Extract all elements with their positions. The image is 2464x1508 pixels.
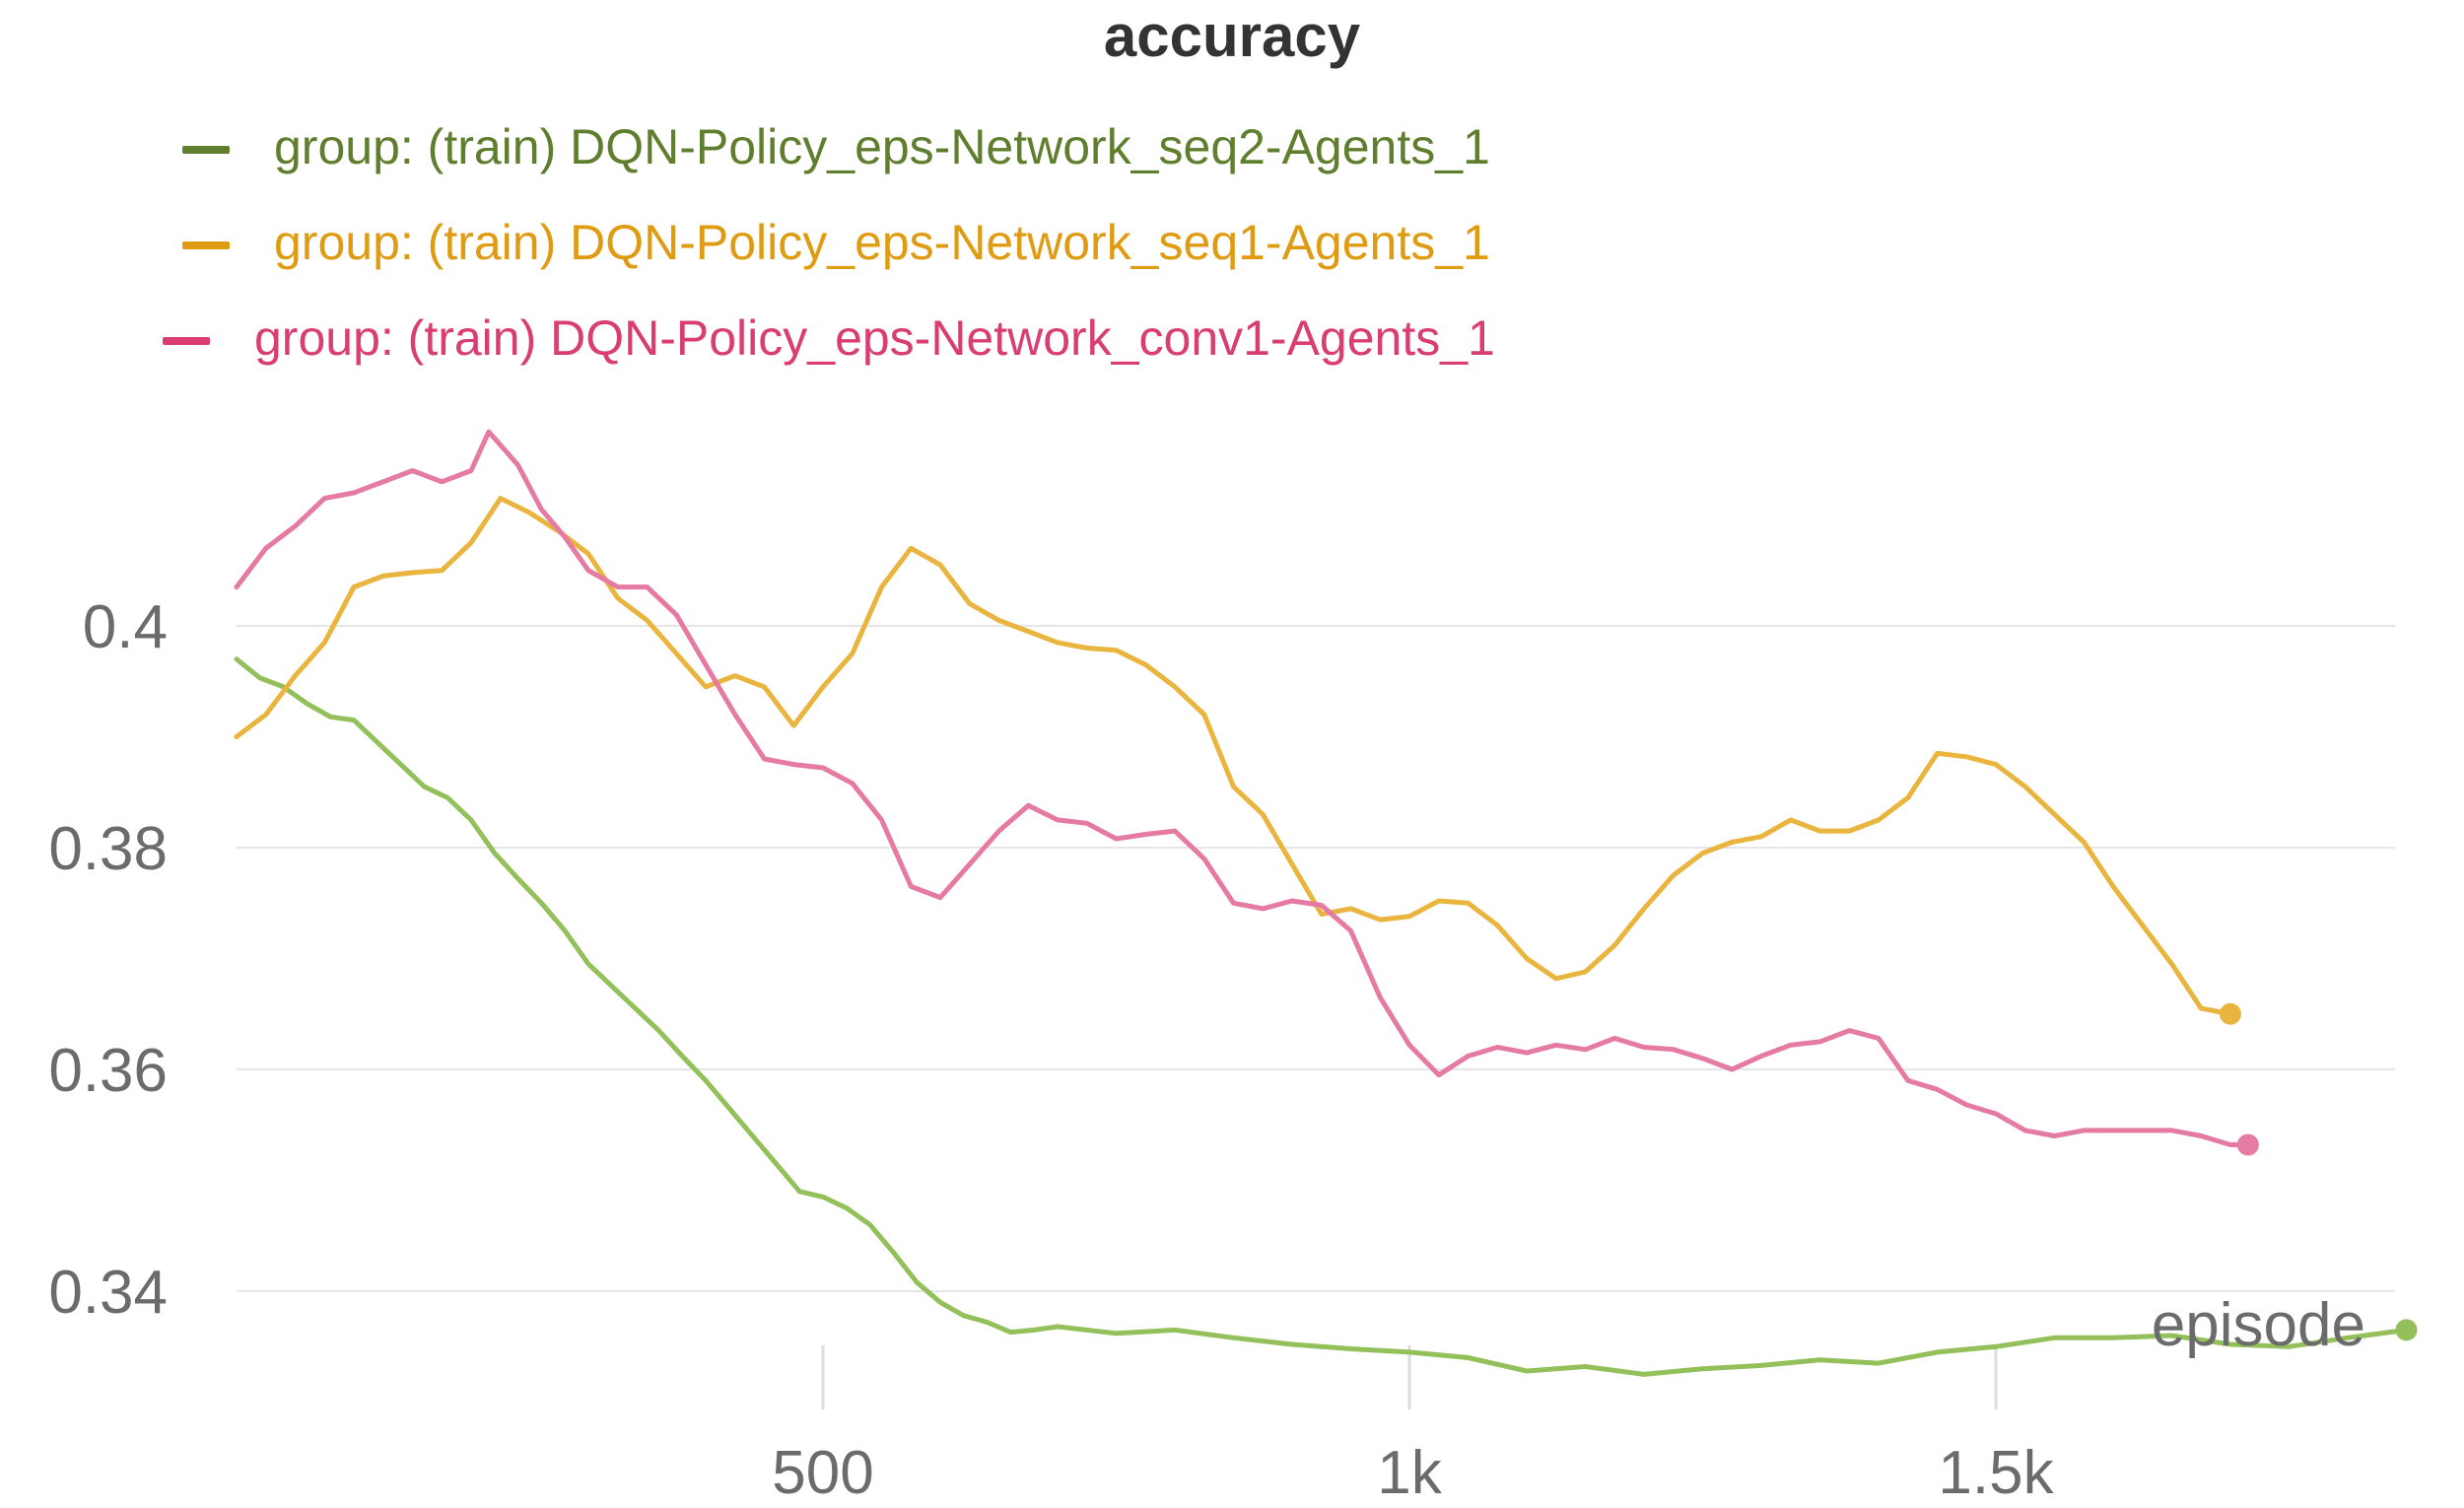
legend-swatch-seq2 bbox=[182, 146, 230, 154]
y-tick-label: 0.4 bbox=[83, 593, 168, 661]
series-end-point-seq1 bbox=[2220, 1002, 2241, 1025]
series-line-seq2 bbox=[234, 656, 2409, 1377]
y-tick-label: 0.34 bbox=[48, 1259, 168, 1327]
legend-swatch-seq1 bbox=[182, 241, 230, 249]
series-end-point-seq2 bbox=[2395, 1319, 2418, 1341]
y-tick-label: 0.38 bbox=[48, 815, 168, 883]
chart-title: accuracy bbox=[1103, 3, 1361, 69]
series-end-point-conv1 bbox=[2236, 1133, 2259, 1156]
series-line-conv1 bbox=[234, 429, 2251, 1147]
y-tick-label: 0.36 bbox=[48, 1037, 168, 1105]
legend-label-seq1: group: (train) DQN-Policy_eps-Network_se… bbox=[274, 215, 1490, 270]
x-tick-label: 1k bbox=[1377, 1439, 1442, 1507]
series-line-seq1 bbox=[234, 496, 2233, 1017]
x-tick-label: 500 bbox=[772, 1439, 873, 1507]
x-axis-label: episode bbox=[2152, 1291, 2365, 1359]
legend-label-conv1: group: (train) DQN-Policy_eps-Network_co… bbox=[254, 310, 1495, 366]
legend-swatch-conv1 bbox=[163, 337, 210, 345]
legend-label-seq2: group: (train) DQN-Policy_eps-Network_se… bbox=[274, 119, 1490, 174]
x-tick-label: 1.5k bbox=[1938, 1439, 2054, 1507]
